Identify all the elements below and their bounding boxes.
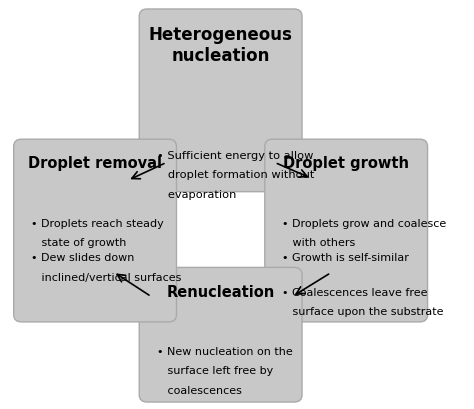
Text: • Droplets reach steady: • Droplets reach steady: [31, 219, 164, 229]
Text: • Coalescences leave free: • Coalescences leave free: [282, 288, 428, 298]
Text: evaporation: evaporation: [156, 190, 236, 200]
Text: • Growth is self-similar: • Growth is self-similar: [282, 254, 409, 263]
FancyBboxPatch shape: [139, 9, 302, 192]
FancyBboxPatch shape: [139, 267, 302, 402]
Text: coalescences: coalescences: [156, 386, 241, 396]
FancyBboxPatch shape: [14, 139, 176, 322]
Text: Droplet growth: Droplet growth: [283, 156, 409, 171]
Text: surface upon the substrate: surface upon the substrate: [282, 307, 444, 317]
Text: Heterogeneous
nucleation: Heterogeneous nucleation: [149, 26, 292, 65]
FancyBboxPatch shape: [265, 139, 428, 322]
Text: inclined/vertical surfaces: inclined/vertical surfaces: [31, 273, 182, 283]
Text: • New nucleation on the: • New nucleation on the: [156, 347, 292, 357]
Text: surface left free by: surface left free by: [156, 366, 273, 376]
Text: state of growth: state of growth: [31, 238, 127, 248]
Text: droplet formation without: droplet formation without: [156, 170, 314, 180]
Text: • Dew slides down: • Dew slides down: [31, 254, 135, 263]
Text: with others: with others: [282, 238, 356, 248]
Text: Droplet removal: Droplet removal: [28, 156, 162, 171]
Text: • Sufficient energy to allow: • Sufficient energy to allow: [156, 151, 313, 161]
Text: • Droplets grow and coalesce: • Droplets grow and coalesce: [282, 219, 447, 229]
Text: Renucleation: Renucleation: [166, 285, 275, 300]
